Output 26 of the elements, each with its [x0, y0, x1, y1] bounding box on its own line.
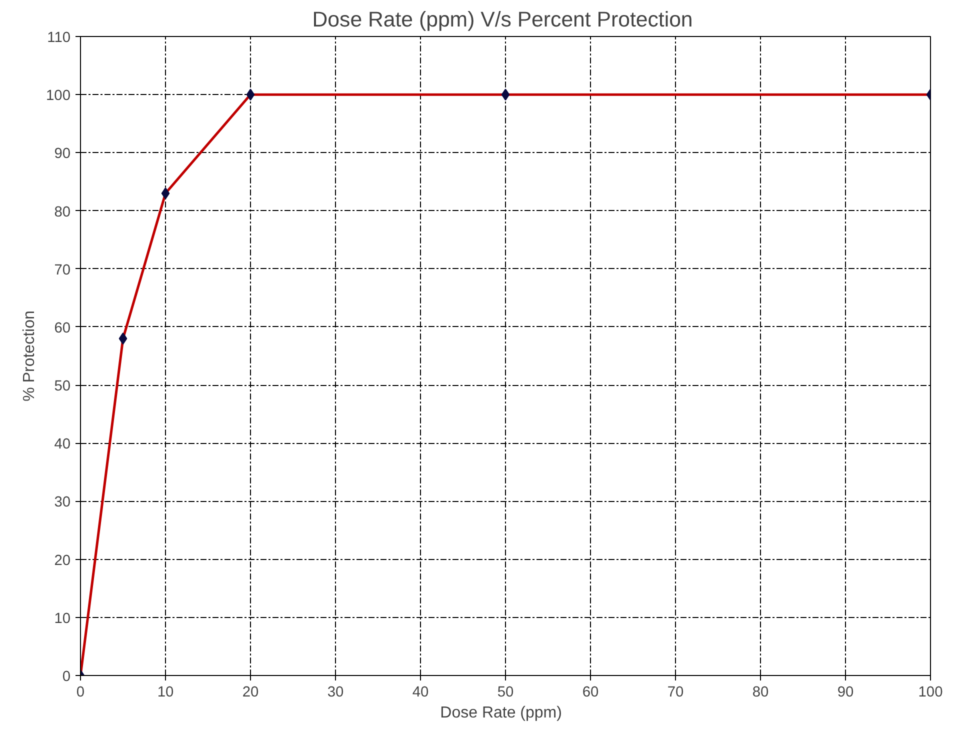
x-axis-title: Dose Rate (ppm) — [440, 704, 562, 722]
y-tick-label: 40 — [54, 436, 71, 453]
x-tick-label: 40 — [412, 684, 429, 700]
x-tick-label: 80 — [752, 684, 769, 700]
x-tick-label: 30 — [327, 684, 344, 700]
y-tick-label: 20 — [54, 552, 71, 569]
x-tick-label: 10 — [157, 684, 174, 700]
y-tick-label: 60 — [54, 320, 71, 336]
y-tick-label: 110 — [47, 30, 71, 46]
y-tick-label: 50 — [54, 378, 71, 395]
y-tick-label: 0 — [62, 669, 71, 685]
y-tick-label: 90 — [54, 146, 71, 162]
y-tick-label: 30 — [54, 494, 71, 511]
chart-title: Dose Rate (ppm) V/s Percent Protection — [312, 8, 693, 32]
x-tick-label: 100 — [918, 684, 943, 700]
x-tick-label: 60 — [582, 684, 599, 700]
x-tick-label: 20 — [242, 684, 259, 700]
x-tick-label: 50 — [497, 684, 514, 700]
x-tick-label: 70 — [667, 684, 684, 700]
y-tick-label: 70 — [54, 262, 71, 278]
y-tick-label: 80 — [54, 204, 71, 220]
x-tick-label: 90 — [837, 684, 854, 700]
y-tick-label: 10 — [54, 610, 71, 627]
x-tick-label: 0 — [76, 684, 85, 700]
y-tick-label: 100 — [46, 88, 71, 104]
y-axis-title: % Protection — [21, 310, 38, 402]
